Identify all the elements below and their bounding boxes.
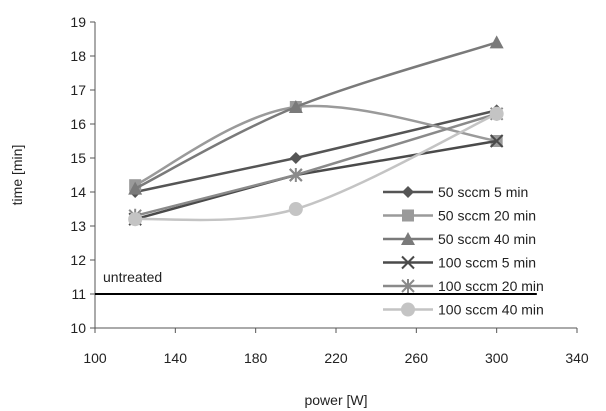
series-6 [128, 106, 504, 227]
y-tick-label: 10 [70, 320, 86, 336]
y-tick-label: 18 [70, 48, 86, 64]
legend-marker [401, 279, 415, 293]
data-point [128, 212, 143, 227]
x-tick-label: 300 [485, 350, 509, 366]
series-layer [128, 35, 504, 227]
data-point [489, 35, 504, 49]
legend-label: 50 sccm 40 min [438, 231, 536, 247]
legend-label: 100 sccm 40 min [438, 302, 544, 318]
y-tick-label: 13 [70, 218, 86, 234]
x-tick-label: 100 [83, 350, 107, 366]
y-tick-label: 17 [70, 82, 86, 98]
legend-label: 50 sccm 20 min [438, 208, 536, 224]
legend-item: 100 sccm 20 min [383, 278, 544, 294]
data-point [128, 181, 143, 195]
data-point [289, 168, 303, 182]
series-line [134, 41, 498, 190]
y-tick-label: 12 [70, 252, 86, 268]
x-tick-label: 140 [164, 350, 188, 366]
legend-marker [401, 255, 415, 270]
y-tick-label: 11 [71, 286, 86, 302]
legend-item: 50 sccm 20 min [383, 208, 536, 224]
series-3 [128, 35, 504, 195]
legend-marker [401, 232, 415, 245]
legend-item: 50 sccm 40 min [383, 231, 536, 247]
data-point [288, 100, 303, 113]
untreated-label: untreated [103, 269, 162, 285]
x-axis-title: power [W] [304, 392, 367, 408]
legend-marker [402, 186, 414, 198]
data-point [289, 152, 302, 164]
legend-marker [401, 302, 415, 317]
x-tick-label: 180 [244, 350, 268, 366]
data-point [489, 106, 504, 121]
legend-item: 100 sccm 40 min [383, 302, 544, 318]
legend-label: 50 sccm 5 min [438, 184, 528, 200]
y-tick-label: 15 [70, 150, 86, 166]
series-2 [129, 101, 503, 192]
data-point [489, 134, 504, 148]
legend: 50 sccm 5 min 50 sccm 20 min 50 sccm 40 mi… [383, 184, 544, 318]
y-axis-title: time [min] [9, 145, 25, 206]
legend-marker [402, 209, 414, 222]
series-line [134, 112, 498, 218]
x-tick-label: 260 [405, 350, 429, 366]
y-tick-label: 19 [70, 14, 86, 30]
y-tick-label: 16 [70, 116, 86, 132]
legend-label: 100 sccm 20 min [438, 278, 544, 294]
legend-item: 50 sccm 5 min [383, 184, 528, 200]
axes: 10 11 12 13 14 15 16 17 18 19 100 140 180 220 260 300 34… [70, 14, 588, 366]
x-tick-label: 220 [324, 350, 348, 366]
legend-item: 100 sccm 5 min [383, 255, 536, 271]
x-tick-label: 340 [565, 350, 589, 366]
legend-label: 100 sccm 5 min [438, 255, 536, 271]
series-line [134, 104, 497, 187]
y-tick-label: 14 [70, 184, 86, 200]
data-point [288, 202, 303, 216]
